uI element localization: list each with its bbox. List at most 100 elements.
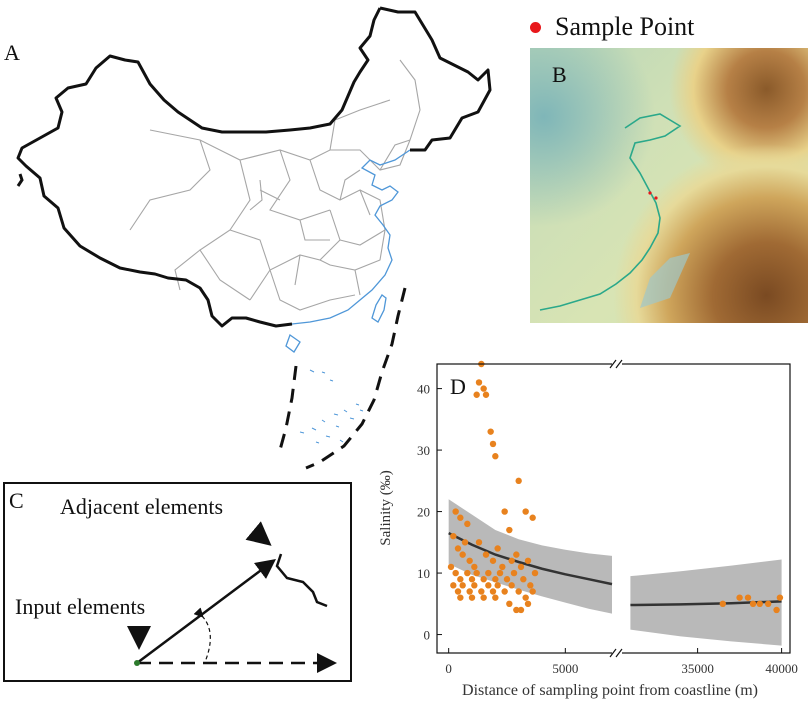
axis-break [609,359,623,658]
data-point [475,539,483,546]
data-point [457,594,464,601]
data-point [471,582,478,589]
sample-point [648,191,652,195]
data-point [489,588,497,595]
axis-ticks: 0 10 20 30 40 0 5000 35000 40000 [417,382,798,676]
data-point [513,551,520,558]
data-point [506,526,513,534]
panel-c-letter: C [9,488,24,513]
panel-b-letter: B [552,62,567,87]
data-point [517,606,525,614]
data-point [480,594,487,601]
data-point [485,569,492,577]
data-point [478,588,485,595]
data-point [480,576,487,583]
terrain-svg [530,48,808,323]
pointer-arrow-adjacent [245,521,272,546]
data-point [466,588,473,595]
y-axis-label: Salinity (‰) [378,470,394,545]
data-point [749,600,757,608]
data-point [496,569,504,577]
input-elements-label: Input elements [15,594,146,619]
vector-arrow [136,559,277,665]
data-point [501,508,508,515]
data-point [452,569,459,577]
sample-point [654,196,658,200]
y-tick-label: 20 [417,505,430,520]
panel-b-terrain-map: B [530,48,808,323]
national-border [16,6,492,328]
data-point [520,576,527,583]
x-tick-label: 40000 [765,661,798,676]
x-tick-label: 0 [445,661,452,676]
data-point [515,588,522,595]
y-tick-label: 30 [417,443,430,458]
data-point [719,600,726,608]
angle-diagram [127,521,337,673]
data-point [492,453,499,460]
data-point [468,594,476,601]
y-tick-label: 0 [424,628,431,643]
data-point [494,545,501,552]
angle-arc [193,607,211,663]
data-point [529,514,536,521]
data-point [464,520,471,528]
adjacent-element-curve [275,553,328,608]
x-tick-label: 35000 [681,661,714,676]
input-point [134,660,140,666]
data-point [503,576,511,583]
data-point [517,563,525,571]
panel-d-letter: D [450,374,466,399]
data-point [515,477,522,485]
data-point [506,600,513,608]
data-point [454,545,462,552]
data-point [508,557,515,564]
data-point [464,569,471,577]
data-point [756,600,763,608]
province-boundaries [129,59,421,311]
data-point [764,600,772,608]
data-point [457,514,464,521]
data-point [482,551,490,558]
data-point [485,582,492,589]
legend: Sample Point [530,12,694,42]
data-point [482,391,490,398]
data-point [773,606,780,614]
data-point [492,594,499,601]
data-point [459,551,466,558]
data-point [513,606,520,614]
data-point [473,569,480,577]
x-axis-label: Distance of sampling point from coastlin… [462,682,758,699]
data-point [494,582,501,589]
adjacent-elements-label: Adjacent elements [60,494,224,519]
data-point [776,594,784,601]
data-point [736,594,743,601]
data-point [499,563,506,571]
panel-a-letter: A [4,40,20,65]
data-point [471,563,478,571]
data-points [447,360,784,614]
coastline [285,149,411,444]
x-tick-label: 5000 [552,661,578,676]
ci-band-segment1 [448,499,612,614]
data-point [487,428,494,435]
data-point [452,508,459,515]
data-point [450,582,457,589]
data-point [508,582,515,589]
south-sea-islands [299,369,364,444]
data-point [473,391,480,398]
bohai-coast [539,113,682,311]
data-point [480,385,487,392]
data-point [466,557,473,564]
data-point [447,563,455,571]
fit-line-segment2 [630,600,782,607]
data-point [457,576,464,583]
data-point [522,508,529,515]
data-point [524,557,532,564]
china-map [16,6,492,470]
data-point [527,582,534,589]
data-point [475,379,483,386]
panel-c-box: C Adjacent elements Input elements [3,482,352,682]
data-point [450,532,457,540]
sample-point-marker [530,21,541,33]
